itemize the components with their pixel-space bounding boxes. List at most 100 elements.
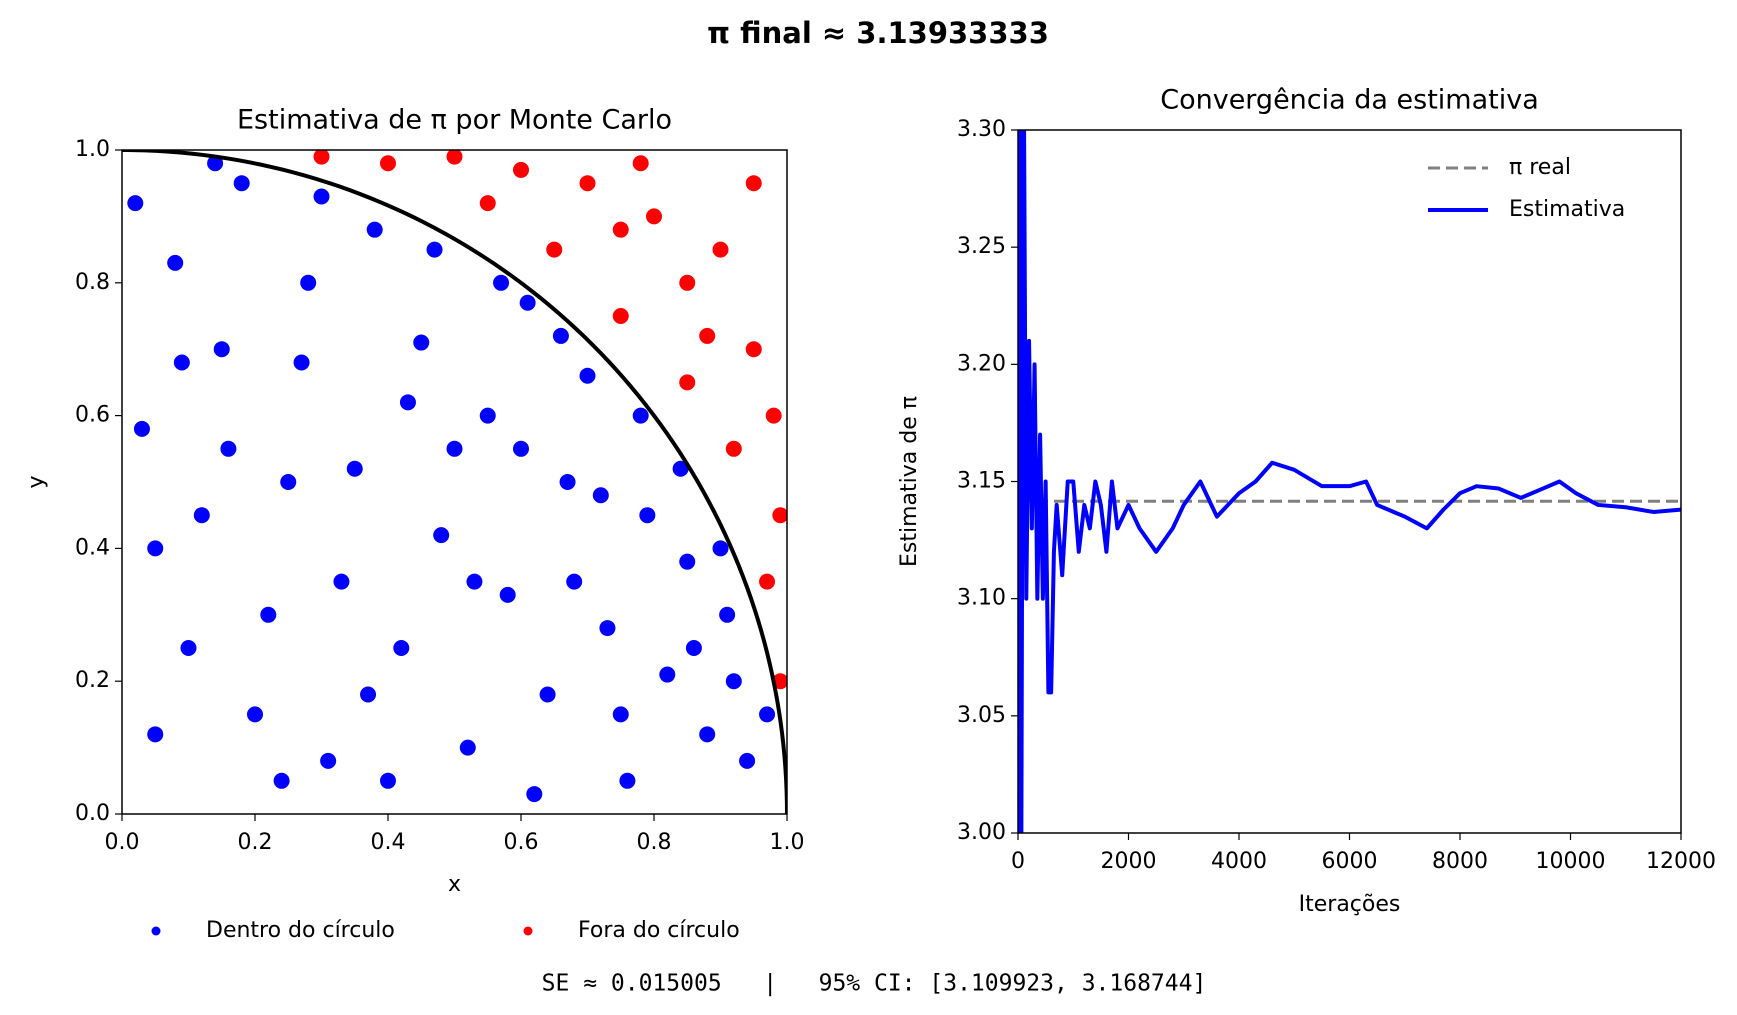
scatter-point <box>685 640 702 656</box>
scatter-point <box>213 341 230 358</box>
x-tick-label: 2000 <box>1101 849 1157 874</box>
scatter-point <box>546 241 563 258</box>
scatter-point <box>147 540 164 557</box>
scatter-point <box>433 527 450 544</box>
scatter-point <box>247 706 263 723</box>
scatter-point <box>446 150 463 165</box>
y-tick-label: 3.20 <box>957 351 1006 376</box>
scatter-point <box>193 507 210 524</box>
scatter-point <box>639 507 656 524</box>
footer: SE ≈ 0.015005 | 95% CI: [3.109923, 3.168… <box>542 971 1207 997</box>
y-tick-label: 3.00 <box>957 820 1006 845</box>
scatter-point <box>579 367 596 384</box>
scatter-point <box>725 440 742 457</box>
scatter-point <box>399 394 416 411</box>
scatter-point <box>273 772 290 789</box>
x-tick-label: 0 <box>1011 849 1025 874</box>
y-tick-label: 3.10 <box>957 586 1006 611</box>
scatter-point <box>539 686 556 703</box>
scatter-point <box>426 241 443 258</box>
x-axis-label: x <box>448 872 461 897</box>
scatter-point <box>579 175 596 192</box>
scatter-point <box>679 274 696 291</box>
y-tick-label: 0.8 <box>75 270 110 295</box>
y-axis-label: Estimativa de π <box>897 396 922 567</box>
legend-label: Estimativa <box>1509 197 1625 222</box>
scatter-point <box>313 188 330 205</box>
scatter-point <box>632 407 649 424</box>
scatter-point <box>459 739 476 756</box>
scatter-point <box>300 274 317 291</box>
scatter-point <box>632 155 649 172</box>
circle-boundary <box>122 150 787 814</box>
scatter-point <box>313 150 330 165</box>
scatter-point <box>393 640 410 656</box>
y-tick-label: 0.0 <box>75 801 110 826</box>
scatter-point <box>672 460 689 477</box>
scatter-point <box>127 195 144 212</box>
scatter-point <box>220 440 237 457</box>
scatter-point <box>280 474 297 490</box>
scatter-point <box>612 221 629 238</box>
suptitle: π final ≈ 3.13933333 <box>707 16 1049 50</box>
scatter-point <box>679 553 696 570</box>
scatter-point <box>745 175 762 192</box>
scatter-point <box>612 706 629 723</box>
x-tick-label: 0.6 <box>504 830 539 855</box>
scatter-point <box>679 374 696 391</box>
x-tick-label: 0.0 <box>105 830 140 855</box>
scatter-point <box>619 772 636 789</box>
chart-title: Estimativa de π por Monte Carlo <box>237 105 672 136</box>
legend-marker <box>151 926 161 936</box>
scatter-point <box>745 341 762 358</box>
scatter-point <box>320 752 337 769</box>
y-tick-label: 3.30 <box>957 117 1006 142</box>
legend-label: Dentro do círculo <box>206 918 395 943</box>
x-tick-label: 0.2 <box>238 830 273 855</box>
scatter-point <box>293 354 310 371</box>
scatter-point <box>446 440 463 457</box>
y-tick-label: 1.0 <box>75 137 110 162</box>
scatter-point <box>612 308 629 324</box>
x-tick-label: 6000 <box>1322 849 1378 874</box>
scatter-point <box>739 752 756 769</box>
scatter-point <box>173 354 190 371</box>
scatter-point <box>466 573 483 590</box>
scatter-point <box>360 686 377 703</box>
plot-area <box>1018 130 1681 833</box>
scatter-point <box>260 606 277 623</box>
legend-marker <box>523 926 533 936</box>
scatter-point <box>380 772 396 789</box>
x-tick-label: 1.0 <box>770 830 805 855</box>
scatter-point <box>380 155 396 172</box>
plot-area <box>122 150 787 814</box>
y-tick-label: 3.05 <box>957 703 1006 728</box>
scatter-point <box>712 540 729 557</box>
scatter-point <box>765 407 782 424</box>
scatter-point <box>659 666 676 683</box>
scatter-point <box>559 474 576 490</box>
scatter-point <box>479 407 496 424</box>
scatter-point <box>526 786 543 803</box>
scatter-point <box>592 487 609 504</box>
scatter-point <box>725 673 742 690</box>
x-tick-label: 12000 <box>1646 849 1716 874</box>
y-axis-label: y <box>24 475 49 488</box>
scatter-point <box>180 640 197 656</box>
scatter-point <box>699 726 716 743</box>
scatter-point <box>366 221 383 238</box>
x-tick-label: 4000 <box>1211 849 1267 874</box>
scatter-point <box>759 573 776 590</box>
scatter-point <box>346 460 363 477</box>
y-tick-label: 0.4 <box>75 535 110 560</box>
scatter-point <box>133 420 150 437</box>
x-tick-label: 0.8 <box>637 830 672 855</box>
scatter-point <box>499 586 516 603</box>
x-tick-label: 0.4 <box>371 830 406 855</box>
x-tick-label: 8000 <box>1432 849 1488 874</box>
legend-label: Fora do círculo <box>578 918 740 943</box>
y-tick-label: 0.6 <box>75 403 110 428</box>
scatter-point <box>719 606 736 623</box>
scatter-point <box>493 274 510 291</box>
